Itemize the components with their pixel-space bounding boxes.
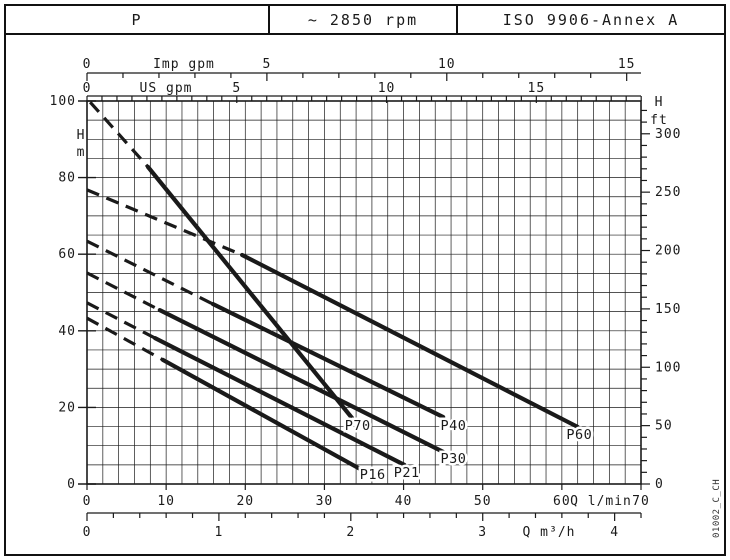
title-bar: P ~ 2850 rpm ISO 9906-Annex A [6, 6, 724, 35]
curve-label-P16: P16 [360, 467, 386, 483]
head-ft-tick-label: 300 [655, 127, 681, 142]
curve-P70-solid [145, 164, 355, 421]
us-gpm-tick-label: 5 [232, 81, 241, 96]
curve-P30-dashed [86, 271, 161, 312]
head-ft-unit-label: ft [650, 113, 668, 128]
curve-label-P30: P30 [440, 451, 466, 467]
flow-l-min-tick-label: 40 [395, 494, 413, 509]
flow-m3-h-axis-label: Q m³/h [523, 525, 576, 540]
head-m-tick-label: 60 [58, 247, 76, 262]
head-ft-tick-label: 200 [655, 244, 681, 259]
flow-l-min-tick-label: 10 [157, 494, 175, 509]
head-m-unit-label: m [77, 145, 86, 160]
head-ft-tick-label: 0 [655, 477, 664, 492]
head-ft-tick-label: 50 [655, 419, 673, 434]
flow-m3-h-tick-label: 1 [214, 525, 223, 540]
watermark-code: 01002_C_CH [712, 479, 722, 538]
flow-l-min-tick-label: 50 [474, 494, 492, 509]
curve-label-P40: P40 [440, 418, 466, 434]
us-gpm-axis-label: US gpm [140, 81, 193, 96]
curve-label-P70: P70 [345, 418, 371, 434]
flow-l-min-tick-label: 70 [632, 494, 650, 509]
imp-gpm-tick-label: 10 [438, 57, 456, 72]
flow-l-min-axis-label: Q l/min [570, 494, 632, 509]
us-gpm-tick-label: 15 [528, 81, 546, 96]
flow-l-min-tick-label: 60 [553, 494, 571, 509]
head-m-tick-label: 40 [58, 324, 76, 339]
outer-frame: P ~ 2850 rpm ISO 9906-Annex A [4, 4, 726, 556]
curve-P40-solid [210, 301, 446, 420]
head-m-tick-label: 0 [67, 477, 76, 492]
imp-gpm-tick-label: 15 [618, 57, 636, 72]
head-m-axis-label: H [77, 128, 86, 143]
curve-P40-dashed [86, 239, 214, 306]
curve-P30-solid [157, 308, 446, 454]
flow-l-min-tick-label: 30 [316, 494, 334, 509]
flow-m3-h-tick-label: 3 [478, 525, 487, 540]
head-ft-axis-label: H [655, 95, 664, 110]
us-gpm-tick-label: 0 [83, 81, 92, 96]
curve-P21-solid [152, 335, 407, 467]
imp-gpm-axis-label: Imp gpm [153, 57, 215, 72]
flow-m3-h-tick-label: 2 [346, 525, 355, 540]
curve-label-P60: P60 [566, 427, 592, 443]
head-m-tick-label: 100 [50, 94, 76, 109]
curve-label-P21: P21 [394, 465, 420, 481]
imp-gpm-tick-label: 5 [262, 57, 271, 72]
curve-P16-dashed [86, 316, 164, 362]
speed-label: ~ 2850 rpm [270, 6, 458, 33]
standard-label: ISO 9906-Annex A [502, 10, 680, 29]
head-m-tick-label: 20 [58, 400, 76, 415]
flow-m3-h-tick-label: 4 [610, 525, 619, 540]
head-ft-tick-label: 150 [655, 302, 681, 317]
flow-l-min-tick-label: 20 [236, 494, 254, 509]
imp-gpm-tick-label: 0 [83, 57, 92, 72]
flow-l-min-tick-label: 0 [83, 494, 92, 509]
curve-P60-dashed [86, 188, 243, 257]
flow-m3-h-tick-label: 0 [83, 525, 92, 540]
plot-border [86, 100, 642, 485]
head-ft-tick-label: 100 [655, 360, 681, 375]
curve-P70-dashed [88, 101, 150, 168]
pump-model-label: P [6, 6, 270, 33]
us-gpm-tick-label: 10 [378, 81, 396, 96]
curve-P16-solid [160, 357, 364, 472]
curve-P60-solid [240, 252, 580, 430]
head-m-tick-label: 80 [58, 171, 76, 186]
head-ft-tick-label: 250 [655, 185, 681, 200]
curve-P21-dashed [86, 301, 156, 340]
